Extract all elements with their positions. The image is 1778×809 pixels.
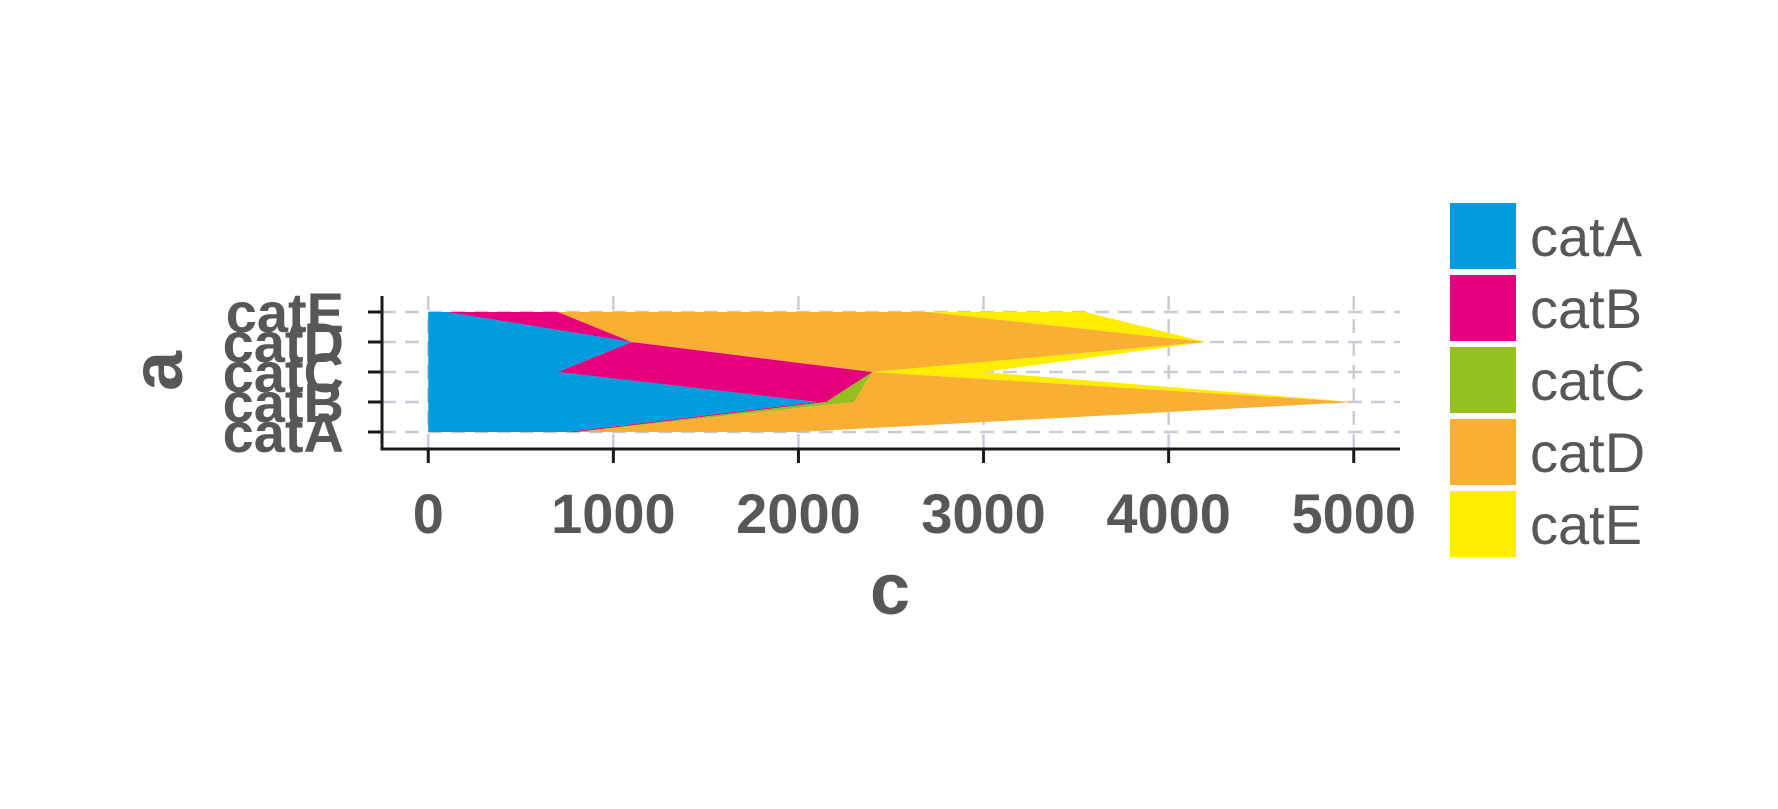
legend-swatch-catB <box>1450 275 1516 341</box>
x-tick-label: 3000 <box>921 482 1046 545</box>
legend-swatch-catD <box>1450 419 1516 485</box>
y-tick-label: catA <box>223 401 344 464</box>
legend-label-catD: catD <box>1530 421 1645 484</box>
area-catB <box>446 312 873 432</box>
area-catD <box>557 312 1354 432</box>
area-layer <box>428 312 1354 432</box>
x-tick-label: 1000 <box>551 482 676 545</box>
area-catE <box>798 312 1354 432</box>
legend-label-catE: catE <box>1530 493 1642 556</box>
y-tick-label: catD <box>223 311 344 374</box>
x-tick-label: 4000 <box>1106 482 1231 545</box>
legend-label-catA: catA <box>1530 205 1643 268</box>
x-tick-label: 5000 <box>1291 482 1416 545</box>
legend-swatch-catE <box>1450 491 1516 557</box>
legend-label-catB: catB <box>1530 277 1642 340</box>
axis-layer <box>368 296 1400 463</box>
y-axis-title: a <box>118 350 198 391</box>
x-tick-label: 0 <box>413 482 444 545</box>
y-tick-label: catE <box>226 281 344 344</box>
y-tick-label: catC <box>223 341 344 404</box>
y-tick-label: catB <box>223 371 344 434</box>
x-tick-label: 2000 <box>736 482 861 545</box>
area-catA <box>428 312 817 432</box>
legend-label-catC: catC <box>1530 349 1645 412</box>
legend-swatch-catC <box>1450 347 1516 413</box>
x-axis-title: c <box>870 550 910 630</box>
legend-swatch-catA <box>1450 203 1516 269</box>
legend-layer: catA catB catC catD catE <box>1450 203 1645 557</box>
label-layer: 0 1000 2000 3000 4000 5000 catAcatBcatCcatDcat… <box>223 281 1416 545</box>
